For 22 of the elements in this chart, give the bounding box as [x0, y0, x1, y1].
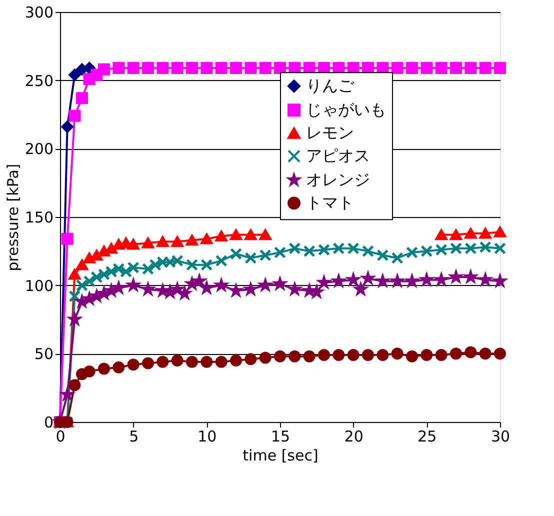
legend-label: トマト: [306, 193, 354, 212]
x-tick-label: 20: [344, 428, 364, 446]
y-tick-label: 200: [24, 140, 54, 158]
legend-label: レモン: [306, 123, 354, 142]
x-tick-label: 0: [56, 428, 66, 446]
y-tick-label: 0: [44, 414, 54, 432]
x-tick-label: 15: [270, 428, 290, 446]
x-tick-label: 5: [129, 428, 139, 446]
x-axis-title: time [sec]: [242, 446, 318, 464]
x-tick-label: 25: [418, 428, 437, 446]
y-tick-label: 250: [24, 72, 54, 90]
x-tick-label: 30: [490, 428, 510, 446]
y-axis-title: pressure [kPa]: [4, 164, 22, 272]
y-tick-label: 150: [24, 208, 54, 226]
legend-label: オレンジ: [306, 170, 370, 190]
legend-label: アピオス: [306, 146, 370, 166]
legend-label: りんご: [306, 76, 355, 96]
y-tick-label: 300: [24, 4, 54, 22]
x-tick-label: 10: [198, 428, 217, 446]
legend-label: じゃがいも: [306, 100, 386, 120]
y-tick-label: 50: [34, 345, 54, 364]
y-tick-label: 100: [24, 276, 54, 295]
